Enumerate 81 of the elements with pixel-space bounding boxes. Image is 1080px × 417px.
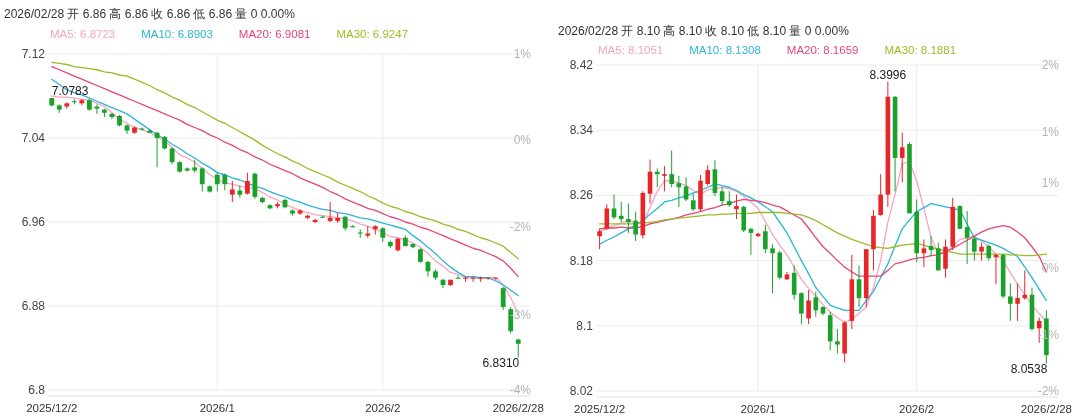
y2-tick-label: 1% [513, 47, 532, 61]
candlestick [1008, 282, 1013, 322]
annotation: 6.8310 [482, 356, 520, 371]
candlestick [669, 150, 674, 188]
candlestick [1022, 269, 1028, 301]
candlestick [835, 328, 840, 355]
y2-tick-label: 1% [1041, 176, 1060, 191]
candlestick [154, 131, 160, 168]
candlestick [633, 211, 638, 242]
candlestick [972, 235, 977, 262]
candlestick [357, 228, 363, 239]
y2-tick-label: 0% [513, 133, 532, 148]
x-tick-label: 2026/2/28 [1020, 403, 1072, 415]
text: MA20: 8.1659 [786, 44, 859, 56]
text: MA20: 6.9081 [238, 28, 311, 40]
annotation: 8.3996 [869, 67, 907, 82]
candlestick [229, 180, 235, 203]
y-tick-label: 6.96 [21, 215, 46, 229]
chart-title: 2026/02/28 开 8.10 高 8.10 收 8.10 低 8.10 量 0 0.00% [558, 24, 850, 38]
candlestick [878, 173, 883, 217]
y-tick-label: 8.18 [569, 253, 594, 268]
chart-title: 2026/02/28 开 6.86 高 6.86 收 6.86 低 6.86 量 0 0.00% [4, 7, 296, 21]
y-tick-label: 6.8 [28, 383, 46, 397]
text: MA30: 6.9247 [336, 28, 409, 40]
candlestick [515, 338, 521, 358]
candlestick [252, 172, 258, 200]
x-tick-label: 2025/12/2 [574, 403, 626, 415]
candlestick [943, 238, 948, 279]
y2-tick-label: 1% [1041, 124, 1060, 139]
y-tick-label: 8.42 [569, 58, 594, 72]
x-tick-label: 2026/2 [365, 402, 401, 414]
x-tick-label: 2026/2 [899, 403, 935, 415]
y2-tick-label: 2% [1041, 58, 1060, 72]
y2-tick-label: -2% [509, 220, 532, 235]
candlestick [199, 166, 205, 193]
candlestick [597, 228, 602, 250]
candlestick [899, 132, 905, 183]
text: MA30: 8.1881 [884, 44, 957, 56]
y-tick-label: 8.1 [576, 318, 594, 333]
annotation: 8.0538 [1010, 362, 1048, 377]
candlestick [705, 164, 710, 187]
y2-tick-label: -4% [509, 383, 532, 397]
candlestick [485, 277, 491, 281]
text: MA10: 6.8903 [141, 28, 213, 40]
candlestick [741, 205, 747, 233]
x-tick-label: 2025/12/2 [26, 402, 78, 414]
candlestick [626, 203, 631, 234]
y2-tick-label: -2% [1037, 384, 1060, 398]
candlestick [79, 98, 85, 106]
candlestick [770, 243, 775, 294]
text: MA10: 8.1308 [689, 44, 761, 56]
text: MA5: 6.8723 [50, 28, 116, 40]
y-tick-label: 7.12 [21, 47, 46, 61]
candlestick [618, 201, 624, 223]
candlestick [936, 242, 941, 271]
y-tick-label: 8.34 [569, 123, 594, 138]
candlestick [662, 165, 667, 192]
candlestick [799, 291, 804, 325]
y-tick-label: 7.04 [21, 131, 46, 145]
candlestick [312, 218, 318, 224]
y-tick-label: 8.02 [569, 384, 594, 398]
candlestick [654, 168, 660, 188]
candlestick [813, 291, 819, 318]
x-tick-label: 2026/2/28 [492, 402, 544, 414]
candlestick [964, 210, 970, 265]
candlestick [214, 172, 220, 193]
x-tick-label: 2026/1 [740, 403, 776, 415]
candlestick [327, 201, 333, 223]
candlestick [237, 184, 243, 199]
candlestick [500, 286, 506, 311]
candlestick [94, 103, 100, 115]
x-tick-label: 2026/1 [199, 402, 235, 414]
candlestick [734, 194, 739, 220]
candlestick [806, 289, 811, 325]
candlestick [470, 276, 476, 283]
y-tick-label: 8.26 [569, 188, 594, 203]
candlestick [244, 172, 250, 196]
candlestick [1015, 282, 1020, 322]
y-tick-label: 6.88 [21, 299, 46, 313]
text: MA5: 8.1051 [598, 44, 664, 56]
candlestick [763, 224, 768, 254]
